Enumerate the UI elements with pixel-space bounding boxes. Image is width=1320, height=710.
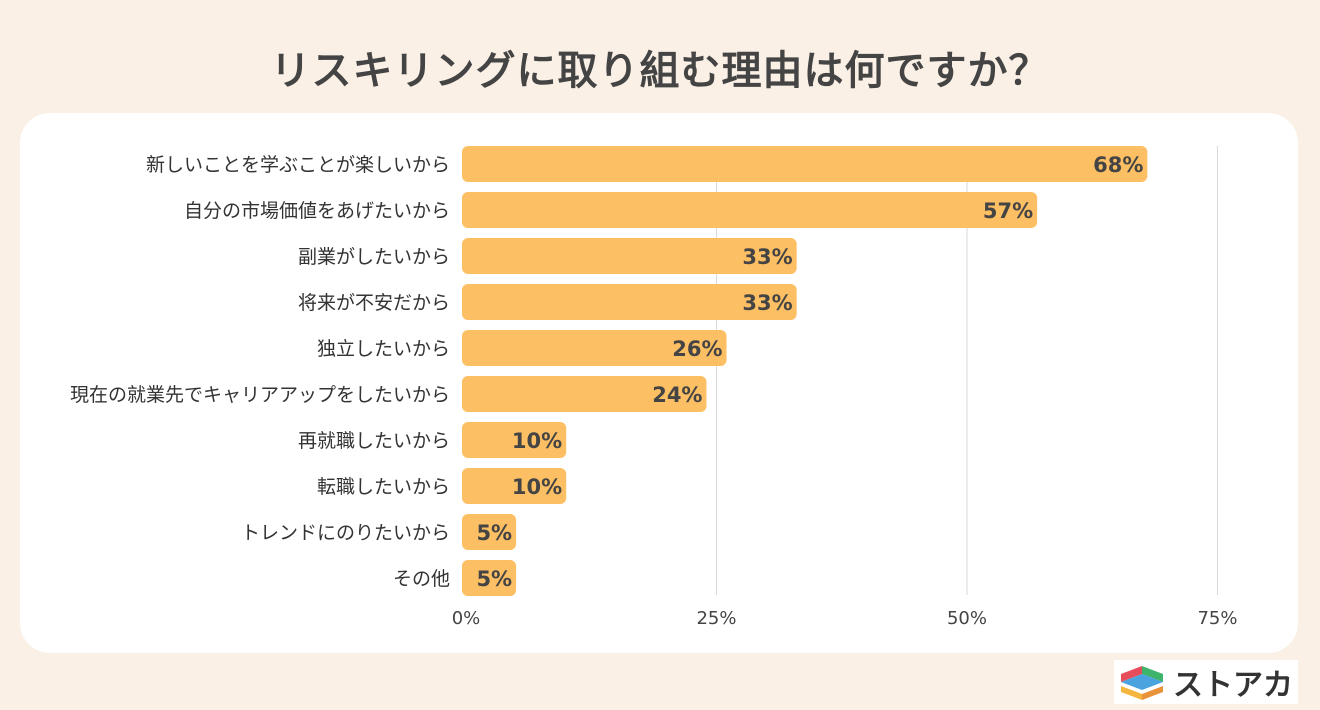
chart-card: 新しいことを学ぶことが楽しいから自分の市場価値をあげたいから副業がしたいから 将来…	[20, 113, 1298, 653]
value-label: 33%	[742, 291, 792, 315]
category-labels: 新しいことを学ぶことが楽しいから自分の市場価値をあげたいから副業がしたいから将来…	[70, 154, 450, 590]
bar	[462, 514, 517, 550]
bar	[462, 146, 1148, 182]
bars	[462, 146, 1148, 596]
value-label: 24%	[652, 383, 702, 407]
x-tick-label: 25%	[696, 608, 736, 629]
category-label: 副業がしたいから	[298, 246, 450, 268]
chart-title: リスキリングに取り組む理由は何ですか？	[270, 48, 1050, 94]
value-label: 5%	[476, 521, 512, 545]
bar	[462, 422, 567, 458]
category-label: その他	[393, 568, 450, 590]
value-label: 57%	[983, 199, 1033, 223]
value-label: 26%	[672, 337, 722, 361]
category-label: 現在の就業先でキャリアアップをしたいから	[70, 384, 450, 406]
category-label: 新しいことを学ぶことが楽しいから	[146, 154, 450, 176]
value-label: 10%	[512, 429, 562, 453]
x-tick-labels: 0% 25% 50% 75%	[452, 608, 1238, 629]
brand-logo: ストアカ	[1114, 660, 1298, 704]
logo-text: ストアカ	[1173, 668, 1293, 703]
x-tick-label: 50%	[947, 608, 987, 629]
x-tick-label: 75%	[1197, 608, 1237, 629]
bar	[462, 238, 797, 274]
value-label: 68%	[1093, 153, 1143, 177]
bar	[462, 284, 797, 320]
x-tick-label: 0%	[452, 608, 481, 629]
bar	[462, 560, 517, 596]
category-label: トレンドにのりたいから	[241, 522, 450, 544]
bar	[462, 468, 567, 504]
logo-icon	[1121, 666, 1163, 700]
bar-chart: 新しいことを学ぶことが楽しいから自分の市場価値をあげたいから副業がしたいから将来…	[70, 146, 1238, 629]
category-label: 転職したいから	[317, 476, 450, 498]
category-label: 独立したいから	[317, 338, 450, 360]
bar	[462, 330, 727, 366]
value-label: 33%	[742, 245, 792, 269]
category-label: 将来が不安だから	[298, 292, 450, 314]
value-label: 10%	[512, 475, 562, 499]
value-label: 5%	[476, 567, 512, 591]
category-label: 自分の市場価値をあげたいから	[184, 200, 450, 222]
category-label: 再就職したいから	[298, 430, 450, 452]
bar	[462, 376, 707, 412]
value-labels: 68%57%33%33%26%24%10%10%5%5%	[476, 153, 1143, 591]
bar	[462, 192, 1038, 228]
